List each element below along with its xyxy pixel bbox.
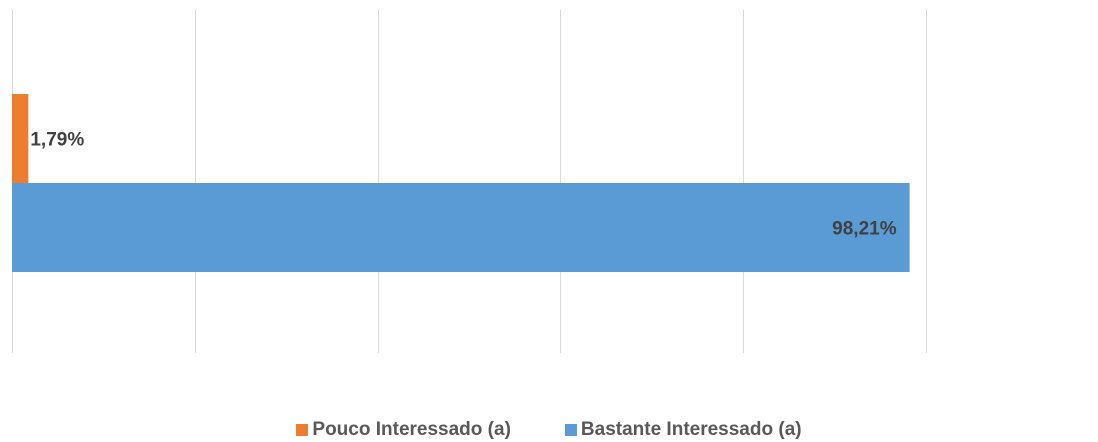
- legend-label-bastante: Bastante Interessado (a): [580, 419, 802, 440]
- legend: Pouco Interessado (a) Bastante Interessa…: [0, 418, 1098, 442]
- legend-swatch-bastante: [564, 424, 577, 436]
- data-label-pouco: 1,79%: [30, 130, 84, 151]
- bars: [12, 94, 910, 272]
- legend-item-bastante: Bastante Interessado (a): [564, 418, 802, 442]
- bar-pouco: [12, 94, 29, 183]
- data-label-bastante: 98,21%: [832, 219, 897, 240]
- legend-swatch-pouco: [296, 424, 309, 436]
- data-labels: 1,79% 98,21%: [30, 130, 896, 240]
- legend-label-pouco: Pouco Interessado (a): [312, 419, 511, 440]
- bar-bastante: [12, 183, 910, 272]
- gridlines: [12, 10, 927, 353]
- chart-plot: 1,79% 98,21%: [12, 10, 927, 353]
- legend-item-pouco: Pouco Interessado (a): [296, 418, 511, 442]
